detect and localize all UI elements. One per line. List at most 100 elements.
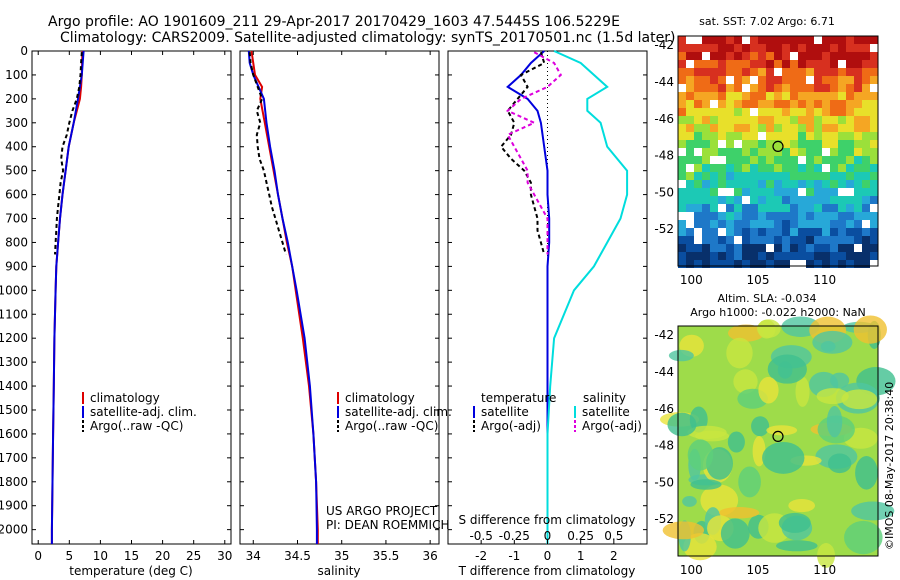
sla-blob <box>720 518 750 549</box>
sst-cell <box>710 60 718 68</box>
sst-cell <box>686 212 694 220</box>
sst-cell <box>710 164 718 172</box>
sst-cell <box>710 140 718 148</box>
sst-cell <box>702 148 710 156</box>
sst-cell <box>694 252 702 260</box>
sst-cell <box>726 212 734 220</box>
sst-cell <box>846 84 854 92</box>
sst-cell <box>742 60 750 68</box>
sst-cell <box>862 68 870 76</box>
sst-cell <box>750 180 758 188</box>
sst-cell <box>806 108 814 116</box>
legend-label-climatology: climatology <box>345 391 415 405</box>
sst-cell <box>838 44 846 52</box>
sst-cell <box>750 100 758 108</box>
sst-cell <box>838 140 846 148</box>
sst-cell <box>758 116 766 124</box>
sst-cell <box>734 204 742 212</box>
sst-cell <box>710 108 718 116</box>
sst-cell <box>702 204 710 212</box>
sst-cell <box>742 84 750 92</box>
x-tick-label: -1 <box>508 549 520 563</box>
sla-map: 100 105 110 -42 -44 -46 -48 -50 -52 <box>654 315 896 577</box>
sst-cell <box>814 260 822 268</box>
sst-cell <box>862 188 870 196</box>
sst-cell <box>822 244 830 252</box>
sst-cell <box>686 92 694 100</box>
sst-cell <box>830 36 838 44</box>
x-tick-label: 25 <box>186 549 201 563</box>
sst-cell <box>798 68 806 76</box>
sst-cell <box>838 204 846 212</box>
sst-cell <box>766 76 774 84</box>
sst-cell <box>790 92 798 100</box>
sst-cell <box>678 260 686 268</box>
sst-cell <box>718 140 726 148</box>
sst-cell <box>766 116 774 124</box>
sst-cell <box>830 204 838 212</box>
sst-cell <box>822 60 830 68</box>
sst-cell <box>870 44 878 52</box>
sst-cell <box>702 228 710 236</box>
sst-cell <box>806 204 814 212</box>
sla-blob <box>751 416 770 437</box>
sst-cell <box>686 220 694 228</box>
map-y-tick-label: -46 <box>654 402 674 416</box>
sst-cell <box>758 76 766 84</box>
imos-timestamp: ©IMOS 08-May-2017 20:38:40 <box>883 382 896 550</box>
sst-cell <box>870 68 878 76</box>
sst-cell <box>870 204 878 212</box>
sst-cell <box>798 212 806 220</box>
sst-cell <box>846 260 854 268</box>
sla-blob <box>826 406 843 438</box>
legend-label-satellite: satellite-adj. clim. <box>345 405 452 419</box>
header-line-2: Climatology: CARS2009. Satellite-adjuste… <box>60 30 675 46</box>
sst-cell <box>790 148 798 156</box>
sst-cell <box>694 220 702 228</box>
sst-cell <box>710 228 718 236</box>
sst-cell <box>798 252 806 260</box>
sst-cell <box>734 172 742 180</box>
map-y-tick-label: -44 <box>654 75 674 89</box>
sst-cell <box>702 124 710 132</box>
sst-cell <box>798 52 806 60</box>
sst-cell <box>702 60 710 68</box>
sst-cell <box>694 260 702 268</box>
sst-cell <box>686 52 694 60</box>
sst-cell <box>846 92 854 100</box>
sla-blob <box>726 337 753 369</box>
sst-cell <box>806 252 814 260</box>
sst-cell <box>782 36 790 44</box>
sst-cell <box>774 196 782 204</box>
sst-cell <box>790 36 798 44</box>
sst-cell <box>838 228 846 236</box>
depth-tick-label: 1800 <box>0 475 28 489</box>
sst-cell <box>726 252 734 260</box>
sst-cell <box>774 244 782 252</box>
sst-cell <box>718 84 726 92</box>
sst-cell <box>766 172 774 180</box>
sst-cell <box>798 76 806 84</box>
map-y-tick-label: -48 <box>654 149 674 163</box>
sst-cell <box>846 36 854 44</box>
sst-cell <box>838 116 846 124</box>
sst-cell <box>734 164 742 172</box>
sst-cell <box>710 236 718 244</box>
sst-cell <box>774 132 782 140</box>
sst-cell <box>694 148 702 156</box>
sst-cell <box>678 92 686 100</box>
sst-cell <box>822 140 830 148</box>
sst-cell <box>854 244 862 252</box>
sst-cell <box>686 252 694 260</box>
sst-cell <box>782 204 790 212</box>
sst-cell <box>790 244 798 252</box>
sst-cell <box>790 68 798 76</box>
sst-cell <box>830 140 838 148</box>
sst-cell <box>830 228 838 236</box>
sst-cell <box>870 140 878 148</box>
sst-cell <box>822 132 830 140</box>
sst-cell <box>726 36 734 44</box>
sst-cell <box>862 196 870 204</box>
sst-cell <box>694 244 702 252</box>
sst-cell <box>806 52 814 60</box>
